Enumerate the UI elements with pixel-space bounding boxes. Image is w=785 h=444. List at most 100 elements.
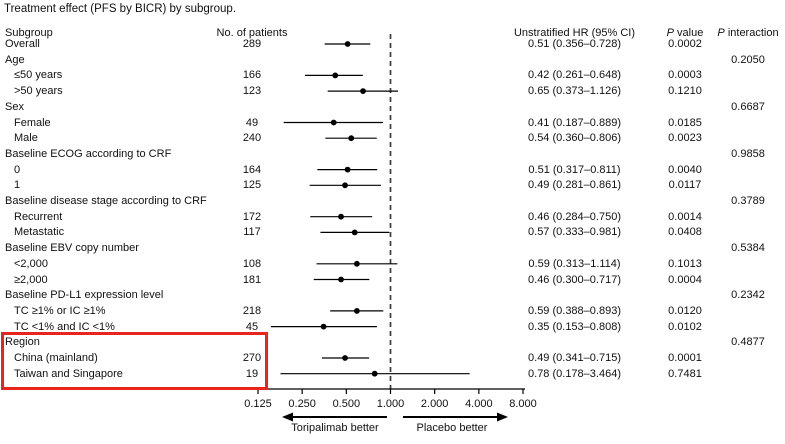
p-value: 0.0102 [668,320,702,333]
subgroup-label: <2,000 [14,257,48,270]
patient-count: 270 [242,352,262,364]
subgroup-label: 1 [14,179,21,192]
hr-ci-value: 0.54 (0.360–0.806) [528,132,621,145]
hr-ci-value: 0.49 (0.341–0.715) [528,352,621,364]
p-value: 0.0023 [668,132,702,145]
subgroup-label: TC <1% and IC <1% [14,320,115,333]
subgroup-label: China (mainland) [14,352,98,364]
x-axis-tick-label: 0.250 [288,398,316,410]
hr-ci-value: 0.57 (0.333–0.981) [528,226,621,239]
subgroup-label: Overall [5,38,40,50]
column-header-p-interaction: P interaction [710,26,785,40]
subgroup-label: Metastatic [14,226,65,239]
hr-ci-value: 0.59 (0.313–1.114) [528,257,621,270]
subgroup-label: Male [14,132,38,145]
hr-ci-value: 0.46 (0.284–0.750) [528,210,621,223]
hr-point [353,308,360,314]
column-header-patients: No. of patients [216,27,288,39]
hr-point [342,182,348,189]
column-header-subgroup: Subgroup [5,27,53,39]
p-value: 0.0040 [668,163,702,176]
hr-point [320,323,327,330]
patient-count: 108 [242,257,262,270]
p-interaction-value: 0.9858 [731,147,765,160]
subgroup-label: Baseline EBV copy number [5,242,139,255]
subgroup-label: Age [5,53,25,66]
patient-count: 172 [242,210,262,223]
hr-point [338,276,344,283]
hr-point [371,370,378,377]
hr-ci-value: 0.59 (0.388–0.893) [528,304,621,317]
hr-point [332,72,339,79]
subgroup-label: ≤50 years [14,69,63,82]
subgroup-label: Recurrent [14,210,63,223]
region-highlight-box [1,332,268,390]
p-value: 0.0003 [668,69,702,82]
p-value: 0.0014 [668,210,702,223]
hr-ci-value: 0.41 (0.187–0.889) [528,116,621,129]
p-interaction-rest: interaction [724,27,779,39]
hr-ci-value: 0.49 (0.281–0.861) [528,179,621,192]
hr-ci-value: 0.35 (0.153–0.808) [528,320,621,333]
subgroup-label: Sex [5,100,24,113]
patient-count: 125 [242,179,262,192]
p-value: 0.0185 [668,116,702,129]
p-value-italic-p: P [666,27,674,39]
patient-count: 218 [242,304,262,317]
hr-point [344,41,351,47]
p-value: 0.0001 [668,352,702,364]
hr-ci-value: 0.65 (0.373–1.126) [528,85,621,98]
column-header-hr: Unstratified HR (95% CI) [513,27,636,39]
subgroup-label: Baseline PD-L1 expression level [5,289,164,302]
hr-point [353,260,360,267]
subgroup-label: Region [5,336,40,349]
hr-ci-value: 0.78 (0.178–3.464) [528,367,621,380]
patient-count: 19 [245,367,259,380]
subgroup-label: Taiwan and Singapore [14,367,123,380]
p-interaction-value: 0.2342 [731,289,765,302]
p-value: 0.0408 [668,226,702,239]
hr-point [351,229,358,236]
hr-point [342,355,348,361]
patient-count: 49 [245,116,259,129]
x-axis-tick-label: 8.000 [509,398,537,410]
x-axis-tick-label: 4.000 [465,398,493,410]
p-value: 0.0004 [668,273,702,286]
x-axis-tick-label: 1.000 [376,398,405,410]
patient-count: 117 [243,226,261,239]
hr-ci-value: 0.42 (0.261–0.648) [528,69,621,82]
subgroup-label: Baseline ECOG according to CRF [5,147,172,160]
patient-count: 123 [242,85,262,98]
x-axis-tick-label: 0.125 [244,398,272,410]
right-arrow-label: Placebo better [416,422,488,434]
p-interaction-value: 0.5384 [731,242,765,255]
subgroup-label: TC ≥1% or IC ≥1% [14,304,106,317]
p-value: 0.0120 [668,304,702,317]
subgroup-label: Baseline disease stage according to CRF [5,195,207,207]
patient-count: 181 [242,273,262,286]
p-interaction-value: 0.4877 [731,336,765,349]
hr-point [344,166,351,173]
p-value: 0.0117 [668,179,702,192]
p-interaction-value: 0.6687 [731,100,765,113]
subgroup-label: 0 [14,163,21,176]
hr-ci-value: 0.46 (0.300–0.717) [528,273,621,286]
column-header-p-value: P value [648,26,722,40]
hr-ci-value: 0.51 (0.356–0.728) [528,38,621,50]
p-interaction-italic-p: P [717,27,725,39]
hr-point [360,88,366,94]
p-value: 0.0002 [668,38,702,50]
p-value: 0.1210 [668,85,702,98]
figure-title: Treatment effect (PFS by BICR) by subgro… [4,3,237,15]
subgroup-label: ≥2,000 [14,273,48,286]
hr-point [330,119,337,126]
hr-point [338,213,344,220]
x-axis-tick-label: 2.000 [420,398,449,410]
patient-count: 240 [242,132,262,145]
subgroup-label: Female [14,116,51,129]
p-interaction-value: 0.2050 [731,53,765,66]
p-value: 0.1013 [668,257,702,270]
hr-ci-value: 0.51 (0.317–0.811) [528,163,621,176]
patient-count: 164 [242,163,262,176]
